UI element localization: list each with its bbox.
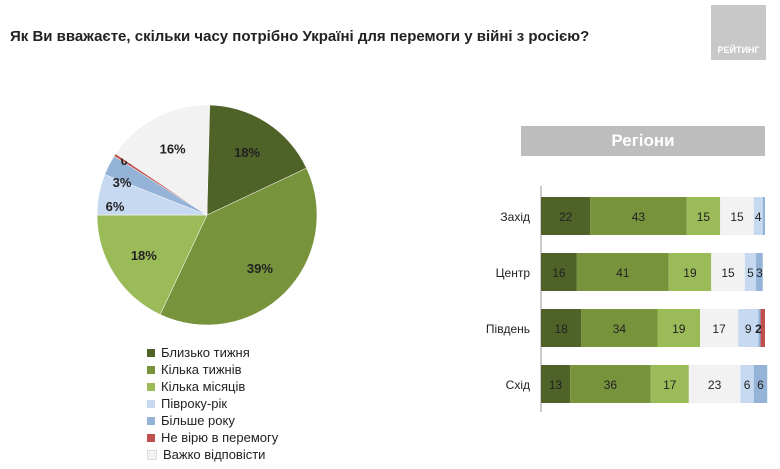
pie-label: 18% <box>234 145 260 160</box>
category-label: Південь <box>486 322 530 336</box>
bar-label: 18 <box>554 322 568 336</box>
category-label: Схід <box>506 378 530 392</box>
bar-segment <box>744 253 757 291</box>
bar-label: 2 <box>755 322 762 336</box>
bar-label: 17 <box>712 322 726 336</box>
bar-segment <box>541 197 591 235</box>
pie-slice <box>159 167 318 326</box>
bar-segment <box>753 197 763 235</box>
legend-swatch <box>147 348 155 357</box>
pie-label: 18% <box>131 248 157 263</box>
pie-label: 39% <box>247 261 273 276</box>
legend-item: Кілька місяців <box>147 378 278 395</box>
bar-label: 16 <box>552 266 566 280</box>
bar-segment <box>711 253 745 291</box>
bar-segment <box>650 365 689 403</box>
bar-segment <box>758 309 761 347</box>
bar-label: 9 <box>745 322 752 336</box>
bar-segment <box>720 197 754 235</box>
bar-label: 17 <box>663 378 677 392</box>
bar-segment <box>686 197 721 235</box>
legend-item: Близько тижня <box>147 344 278 361</box>
legend-item: Більше року <box>147 412 278 429</box>
pie-label: 6% <box>106 199 125 214</box>
bar-segment <box>753 365 768 403</box>
bar-label: 5 <box>747 266 754 280</box>
bar-label: 22 <box>559 210 573 224</box>
bar-segment <box>738 309 759 347</box>
legend-swatch <box>147 365 155 374</box>
bar-segment <box>541 365 571 403</box>
pie-label: 3% <box>113 175 132 190</box>
legend-item: Кілька тижнів <box>147 361 278 378</box>
bar-segment <box>570 365 651 403</box>
legend-label: Більше року <box>161 413 235 428</box>
bar-segment <box>756 253 763 291</box>
pie-chart: 18%39%18%6%3%0%16% <box>96 104 318 326</box>
legend-item: Важко відповісти <box>147 446 278 463</box>
legend-label: Не вірю в перемогу <box>161 430 279 445</box>
bar-segment <box>762 197 765 235</box>
bar-label: 34 <box>613 322 627 336</box>
bar-segment <box>760 309 765 347</box>
legend-label: Півроку-рік <box>161 396 228 411</box>
pie-slice <box>206 104 307 216</box>
legend-swatch <box>147 399 155 408</box>
bar-label: 41 <box>616 266 630 280</box>
regions-header: Регіони <box>521 126 765 156</box>
bar-label: 19 <box>683 266 697 280</box>
legend-swatch <box>147 433 155 442</box>
bar-segment <box>688 365 741 403</box>
bar-label: 15 <box>730 210 744 224</box>
bar-segment <box>541 309 582 347</box>
legend-label: Близько тижня <box>161 345 250 360</box>
category-label: Центр <box>496 266 531 280</box>
bar-segment <box>700 309 739 347</box>
legend-swatch <box>147 382 155 391</box>
bar-label: 19 <box>672 322 686 336</box>
pie-slice <box>96 214 208 315</box>
pie-slice <box>115 104 211 216</box>
chart-title: Як Ви вважаєте, скільки часу потрібно Ук… <box>10 28 590 45</box>
bar-label: 6 <box>744 378 751 392</box>
bar-label: 3 <box>756 266 763 280</box>
bar-label: 13 <box>549 378 563 392</box>
bar-segment <box>590 197 687 235</box>
pie-legend: Близько тижня Кілька тижнів Кілька місяців… <box>147 344 278 463</box>
bar-label: 6 <box>757 378 764 392</box>
bar-segment <box>740 365 754 403</box>
legend-item: Не вірю в перемогу <box>147 429 278 446</box>
bar-label: 15 <box>721 266 735 280</box>
legend-label: Кілька тижнів <box>161 362 242 377</box>
legend-swatch <box>147 416 155 425</box>
legend-label: Важко відповісти <box>163 447 266 462</box>
bar-segment <box>668 253 712 291</box>
legend-swatch <box>147 449 157 460</box>
pie-label: 16% <box>160 142 186 157</box>
bar-label: 4 <box>755 210 762 224</box>
logo-text: РЕЙТИНГ <box>717 45 760 55</box>
bar-label: 36 <box>604 378 618 392</box>
bar-label: 43 <box>632 210 646 224</box>
bar-segment <box>657 309 701 347</box>
legend-label: Кілька місяців <box>161 379 246 394</box>
bar-segment <box>576 253 669 291</box>
bar-label: 15 <box>697 210 711 224</box>
bar-segment <box>541 253 577 291</box>
bar-label: 23 <box>708 378 722 392</box>
rating-logo: РЕЙТИНГ <box>711 5 766 60</box>
category-label: Захід <box>500 210 530 224</box>
bar-segment <box>581 309 658 347</box>
legend-item: Півроку-рік <box>147 395 278 412</box>
